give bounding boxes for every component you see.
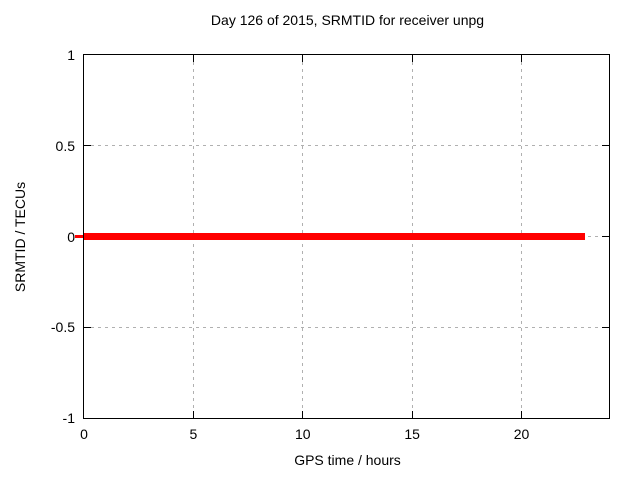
x-tick-mark-top xyxy=(411,55,413,62)
series-line xyxy=(84,233,585,240)
y-tick-mark-right xyxy=(602,145,609,147)
x-tick-label: 20 xyxy=(513,426,530,442)
x-tick-mark-bottom xyxy=(411,411,413,418)
x-tick-label: 10 xyxy=(294,426,311,442)
y-tick-mark-right xyxy=(602,326,609,328)
x-tick-mark-top xyxy=(521,55,522,62)
plot-area: 0 5 10 15 20 -1 -0.5 0 0.5 1 xyxy=(51,47,610,442)
chart-title: Day 126 of 2015, SRMTID for receiver unp… xyxy=(210,12,485,28)
gridline-horizontal xyxy=(84,145,609,147)
x-tick-mark-bottom xyxy=(521,411,522,418)
y-tick-mark-right xyxy=(602,236,609,237)
x-tick-mark-bottom xyxy=(302,411,304,418)
x-tick-label: 15 xyxy=(404,426,420,442)
series-start-cap xyxy=(75,235,83,238)
y-tick-label: -0.5 xyxy=(50,319,75,336)
x-tick-label: 0 xyxy=(80,426,88,442)
x-tick-mark-bottom xyxy=(192,411,194,418)
y-tick-label: 0.5 xyxy=(55,137,75,154)
x-tick-mark-top xyxy=(192,55,194,62)
x-tick-label: 5 xyxy=(189,426,198,442)
y-tick-label: -1 xyxy=(62,410,75,426)
y-tick-label: 0 xyxy=(67,228,75,245)
x-axis-label: GPS time / hours xyxy=(294,452,401,468)
y-tick-label: 1 xyxy=(67,47,75,63)
gridline-horizontal xyxy=(84,326,609,328)
x-tick-mark-top xyxy=(302,55,304,62)
y-axis-label: SRMTID / TECUs xyxy=(12,181,28,293)
y-tick-mark-left xyxy=(84,145,91,147)
y-tick-mark-left xyxy=(84,326,91,328)
